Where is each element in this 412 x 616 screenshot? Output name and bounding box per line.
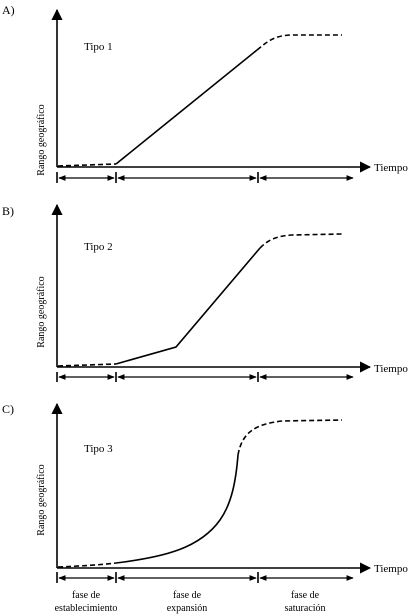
panel-b-x-axis-label: Tiempo [374,363,408,375]
panel-a-y-axis-label: Rango geográfico [36,104,47,175]
panel-c-type-label: Tipo 3 [84,443,113,455]
panel-b-phase-arrows [56,372,354,382]
panel-b-letter: B) [2,204,14,218]
panel-b: B) Tipo 2 Rango geográfico Tiempo [2,203,408,382]
phase-saturation-line2: saturación [284,603,325,614]
panel-a-curve-saturation [256,34,342,51]
panel-b-curve-expansion [115,247,261,365]
phase-saturation-line1: fase de [291,590,320,601]
panel-c-x-axis-label: Tiempo [374,563,408,575]
panel-c-curve-establishment [57,562,117,568]
panel-b-curve-establishment [57,363,117,367]
panel-a-curve-expansion [115,49,258,165]
panel-c-letter: C) [2,402,14,416]
panel-a: A) Tipo 1 Rango geográfico Tiempo [2,3,408,183]
phase-expansion-line1: fase de [173,590,202,601]
panel-b-type-label: Tipo 2 [84,241,113,253]
panel-b-y-axis-label: Rango geográfico [36,276,47,347]
panel-a-phase-arrows [56,172,354,183]
panel-c-curve-expansion [115,454,239,564]
panel-c-curve-saturation [237,419,343,456]
phase-establishment-line2: establecimiento [55,603,118,614]
panel-a-type-label: Tipo 1 [84,41,113,53]
panel-c-phase-arrows [56,572,354,583]
panel-a-x-axis-label: Tiempo [374,162,408,174]
phase-labels: fase de establecimiento fase de expansió… [55,590,326,614]
phase-establishment-line1: fase de [72,590,101,601]
panel-c: C) Tipo 3 Rango geográfico Tiempo fase d… [2,402,408,614]
panel-a-curve-establishment [57,163,117,167]
panel-c-y-axis-label: Rango geográfico [36,464,47,535]
phase-expansion-line2: expansión [167,603,208,614]
panel-a-letter: A) [2,3,15,17]
panel-b-curve-saturation [259,233,343,249]
